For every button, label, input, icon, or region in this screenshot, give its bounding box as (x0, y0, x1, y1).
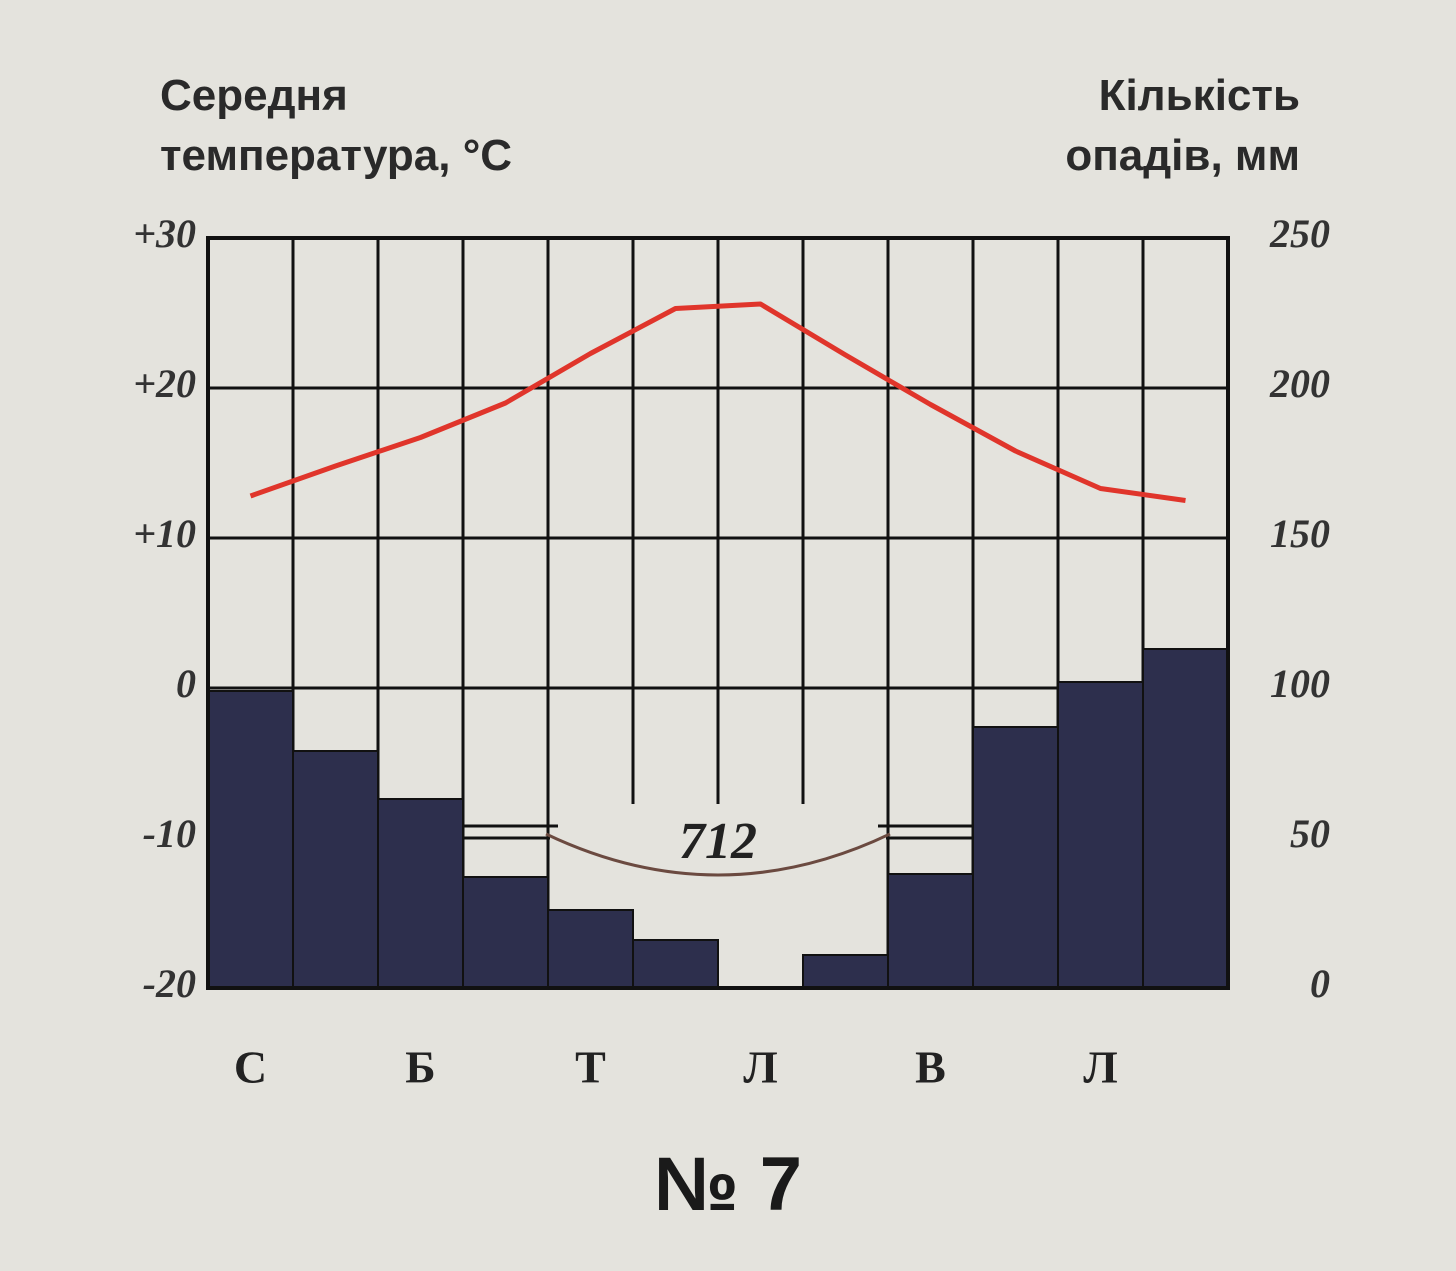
plot-frame (206, 236, 1230, 990)
y2-tick-label: 100 (1270, 661, 1330, 706)
chart-title: № 7 (654, 1142, 802, 1227)
y-tick-label: -10 (143, 811, 196, 856)
precipitation-bar (547, 909, 634, 989)
precipitation-bar (207, 690, 294, 989)
y-tick-label: +10 (133, 511, 196, 556)
temperature-line (249, 301, 1186, 503)
x-tick-label: Л (743, 1042, 777, 1093)
y-tick-label: +20 (133, 361, 196, 406)
precipitation-bar (802, 954, 889, 989)
y-axis-label-line: температура, °C (160, 131, 512, 180)
y-tick-label: -20 (143, 961, 196, 1006)
x-tick-label: Л (1083, 1042, 1117, 1093)
precipitation-bar (377, 798, 464, 989)
precipitation-bar (972, 726, 1059, 989)
y-tick-label: +30 (133, 211, 196, 256)
precipitation-bar (462, 876, 549, 989)
y-tick-label: 0 (176, 661, 196, 706)
x-tick-label: Т (575, 1042, 606, 1093)
precipitation-bar (1142, 648, 1229, 989)
y2-tick-label: 0 (1310, 961, 1330, 1006)
y2-tick-label: 150 (1270, 511, 1330, 556)
y2-axis-label-line: Кількість (1099, 71, 1300, 120)
precipitation-bar (1057, 681, 1144, 989)
annotation-arc (545, 832, 891, 877)
x-tick-label: С (234, 1042, 267, 1093)
y2-tick-label: 250 (1269, 211, 1330, 256)
precipitation-bar (887, 873, 974, 989)
y-axis-label-line: Середня (160, 71, 348, 120)
precipitation-bar (292, 750, 379, 989)
x-tick-label: В (915, 1042, 946, 1093)
y2-tick-label: 50 (1290, 811, 1330, 856)
y2-tick-label: 200 (1269, 361, 1330, 406)
y2-axis-label-line: опадів, мм (1065, 131, 1300, 180)
x-tick-label: Б (405, 1042, 435, 1093)
precipitation-bar (632, 939, 719, 989)
annotation: 712 (679, 813, 757, 870)
